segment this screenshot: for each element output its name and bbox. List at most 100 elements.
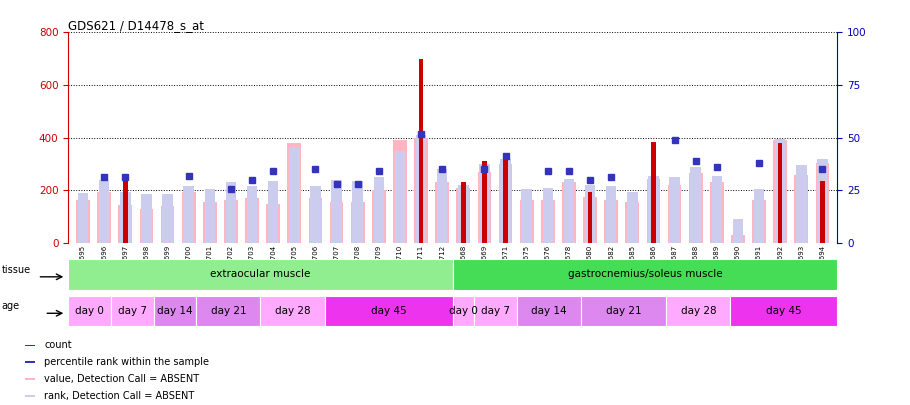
- Text: day 21: day 21: [606, 306, 642, 316]
- Bar: [331, 180, 342, 243]
- Bar: [25, 395, 35, 397]
- Text: day 45: day 45: [371, 306, 407, 316]
- Bar: [542, 188, 553, 243]
- Bar: [542, 188, 553, 243]
- Text: gastrocnemius/soleus muscle: gastrocnemius/soleus muscle: [568, 269, 723, 279]
- Bar: [288, 143, 301, 243]
- Bar: [521, 189, 532, 243]
- Text: day 0: day 0: [76, 306, 104, 316]
- Bar: [25, 361, 35, 363]
- Bar: [373, 177, 384, 243]
- Bar: [373, 177, 384, 243]
- Bar: [416, 135, 426, 243]
- Bar: [710, 182, 723, 243]
- Bar: [733, 220, 743, 243]
- Bar: [25, 378, 35, 380]
- Bar: [452, 259, 837, 290]
- Text: day 7: day 7: [117, 306, 147, 316]
- Bar: [245, 198, 259, 243]
- Text: value, Detection Call = ABSENT: value, Detection Call = ABSENT: [44, 374, 199, 384]
- Text: tissue: tissue: [2, 265, 31, 275]
- Bar: [329, 202, 343, 243]
- Bar: [796, 165, 806, 243]
- Bar: [457, 188, 470, 243]
- Bar: [395, 151, 405, 243]
- Bar: [267, 203, 280, 243]
- Bar: [184, 186, 194, 243]
- Bar: [352, 181, 363, 243]
- Bar: [97, 192, 111, 243]
- Bar: [606, 186, 616, 243]
- Bar: [585, 185, 595, 243]
- Bar: [68, 259, 452, 290]
- Bar: [480, 164, 490, 243]
- Bar: [482, 161, 487, 243]
- Bar: [796, 165, 806, 243]
- Bar: [437, 169, 448, 243]
- Bar: [480, 164, 490, 243]
- Bar: [111, 296, 154, 326]
- Bar: [437, 169, 448, 243]
- Bar: [260, 296, 325, 326]
- Bar: [68, 296, 111, 326]
- Bar: [162, 194, 173, 243]
- Bar: [646, 179, 661, 243]
- Bar: [753, 200, 766, 243]
- Bar: [141, 194, 152, 243]
- Bar: [775, 139, 785, 243]
- Bar: [541, 200, 555, 243]
- Bar: [753, 189, 764, 243]
- Bar: [372, 190, 386, 243]
- Bar: [689, 173, 703, 243]
- Bar: [120, 192, 130, 243]
- Bar: [691, 167, 701, 243]
- Bar: [712, 176, 722, 243]
- Bar: [268, 181, 278, 243]
- Bar: [289, 147, 299, 243]
- Bar: [774, 140, 787, 243]
- Bar: [521, 189, 532, 243]
- Bar: [226, 182, 237, 243]
- Bar: [461, 182, 466, 243]
- Text: age: age: [2, 301, 19, 311]
- Bar: [247, 186, 258, 243]
- Bar: [139, 209, 153, 243]
- Text: day 21: day 21: [210, 306, 247, 316]
- Bar: [419, 59, 423, 243]
- Bar: [310, 186, 320, 243]
- Bar: [562, 182, 576, 243]
- Bar: [393, 140, 407, 243]
- Bar: [118, 205, 132, 243]
- Bar: [731, 296, 837, 326]
- Bar: [452, 296, 474, 326]
- Text: day 28: day 28: [275, 306, 310, 316]
- Bar: [184, 186, 194, 243]
- Bar: [458, 185, 469, 243]
- Bar: [224, 200, 238, 243]
- Bar: [651, 142, 656, 243]
- Text: rank, Detection Call = ABSENT: rank, Detection Call = ABSENT: [44, 391, 195, 401]
- Bar: [99, 180, 109, 243]
- Bar: [520, 200, 533, 243]
- Bar: [733, 220, 743, 243]
- Bar: [627, 192, 638, 243]
- Bar: [161, 206, 175, 243]
- Bar: [563, 179, 574, 243]
- Bar: [815, 163, 829, 243]
- Bar: [99, 180, 109, 243]
- Bar: [669, 177, 680, 243]
- Bar: [669, 177, 680, 243]
- Bar: [817, 159, 828, 243]
- Text: extraocular muscle: extraocular muscle: [210, 269, 310, 279]
- Bar: [141, 194, 152, 243]
- Bar: [794, 175, 808, 243]
- Bar: [197, 296, 260, 326]
- Bar: [606, 186, 616, 243]
- Bar: [499, 164, 512, 243]
- Bar: [162, 194, 173, 243]
- Bar: [503, 156, 508, 243]
- Bar: [501, 159, 511, 243]
- Bar: [289, 147, 299, 243]
- Bar: [120, 192, 130, 243]
- Bar: [325, 296, 453, 326]
